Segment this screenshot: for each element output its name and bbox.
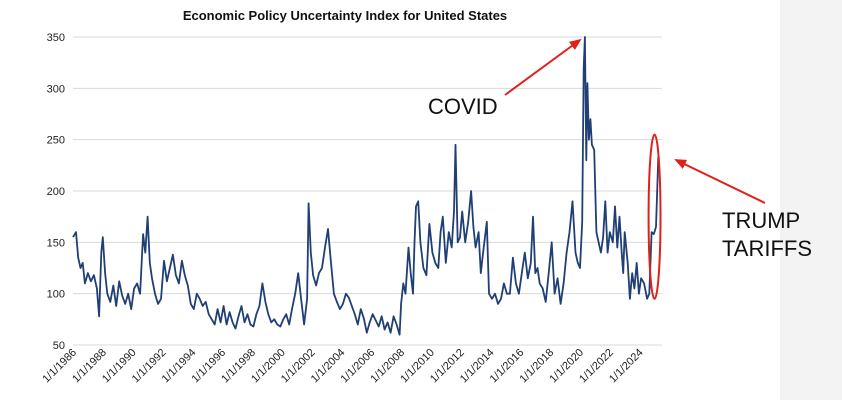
- y-tick-label: 300: [47, 83, 65, 95]
- x-axis: 1/1/19861/1/19881/1/19901/1/19921/1/1994…: [40, 347, 645, 386]
- grid-layer: [73, 36, 662, 346]
- tariffs-arrow: [674, 159, 766, 204]
- covid-annotation-label: COVID: [428, 94, 498, 119]
- y-axis: 50 100 150 200 250 300 350: [47, 32, 65, 352]
- covid-arrow: [504, 38, 582, 96]
- chart-title: Economic Policy Uncertainty Index for Un…: [183, 8, 507, 23]
- y-tick-label: 50: [53, 340, 65, 352]
- y-tick-label: 350: [47, 32, 65, 44]
- y-tick-label: 150: [47, 237, 65, 249]
- y-tick-label: 200: [47, 186, 65, 198]
- trump-annotation-label: TRUMP: [722, 208, 800, 233]
- tariffs-highlight-ellipse: [647, 133, 662, 300]
- series-line: [72, 36, 660, 336]
- tariffs-annotation-label: TARIFFS: [722, 236, 812, 261]
- annotation-layer: Economic Policy Uncertainty Index for Un…: [183, 8, 812, 300]
- y-tick-label: 250: [47, 135, 65, 147]
- side-panel: [780, 0, 842, 400]
- series-layer: [72, 36, 660, 336]
- y-tick-label: 100: [47, 289, 65, 301]
